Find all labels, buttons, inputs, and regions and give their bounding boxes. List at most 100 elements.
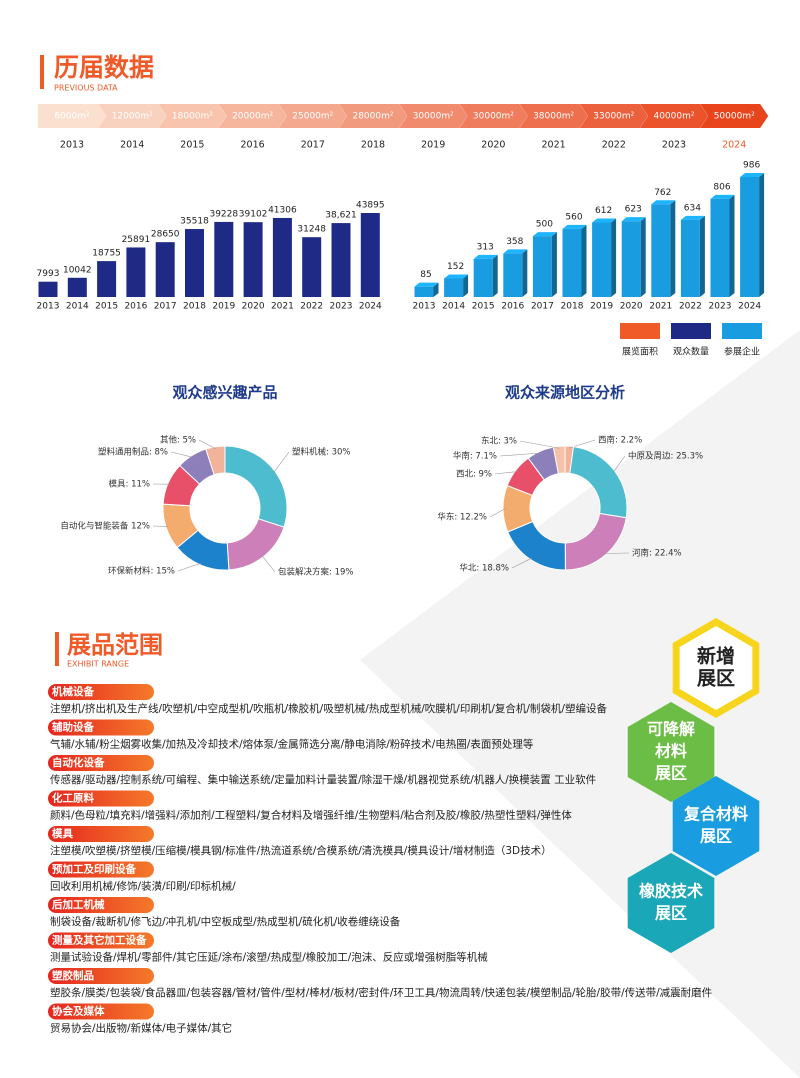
leader-line	[511, 557, 533, 569]
leader-line	[489, 508, 506, 518]
bar	[680, 219, 700, 297]
timeline-year: 2017	[301, 140, 325, 151]
zone-label: 复合材料	[683, 805, 748, 824]
category-text: 传感器/驱动器/控制系统/可编程、集中输送系统/定量加料计量装置/除湿干燥/机器…	[50, 773, 596, 786]
legend-label: 观众数量	[673, 346, 709, 358]
pie-title: 观众感兴趣产品	[172, 384, 277, 402]
bar	[185, 229, 204, 297]
value-label: 358	[506, 237, 523, 247]
timeline-area: 20000m²	[232, 112, 273, 122]
timeline-arrow	[459, 104, 528, 128]
bar-top	[562, 224, 587, 229]
category-name: 塑胶制品	[52, 969, 94, 982]
bar	[360, 213, 380, 297]
value-label: 18755	[92, 249, 121, 259]
bar	[740, 177, 760, 297]
zone-label: 展区	[655, 764, 687, 783]
bar-side	[640, 217, 646, 297]
timeline-year: 2018	[361, 140, 385, 151]
timeline-year: 2023	[662, 140, 686, 151]
timeline-arrow	[339, 104, 407, 128]
leader-line	[273, 451, 290, 473]
bar	[651, 204, 671, 297]
category-name: 测量及其它加工设备	[52, 934, 147, 947]
zone-label: 材料	[655, 742, 687, 761]
bar	[97, 261, 117, 297]
x-tick-label: 2020	[620, 302, 643, 312]
timeline-arrow	[278, 104, 347, 128]
x-tick-label: 2021	[649, 302, 672, 312]
category-pill	[48, 684, 154, 700]
bar	[473, 258, 493, 297]
category-text: 测量试验设备/焊机/零部件/其它压延/涂布/滚塑/热成型/橡胶加工/泡沫、反应或…	[50, 951, 488, 964]
header-title: 历届数据	[54, 53, 154, 82]
timeline-area: 50000m²	[714, 112, 755, 122]
timeline-area: 38000m²	[533, 112, 574, 122]
category-pill	[48, 968, 154, 984]
pie-label: 塑料通用制品: 8%	[98, 447, 168, 458]
pie-label: 华东: 12.2%	[437, 512, 487, 523]
bar-side	[551, 232, 557, 297]
bar-top	[710, 194, 735, 199]
timeline-arrow	[700, 104, 769, 128]
pie-label: 模具: 11%	[109, 479, 150, 490]
bar-side	[611, 218, 617, 297]
value-label: 31248	[297, 225, 326, 235]
category-name: 后加工机械	[52, 898, 105, 911]
x-tick-label: 2013	[413, 302, 436, 312]
donut-slice	[226, 518, 285, 571]
pie-label: 华南: 7.1%	[453, 451, 497, 462]
pie-label: 环保新材料: 15%	[108, 566, 175, 577]
timeline-arrow	[98, 104, 167, 128]
bar	[243, 222, 263, 297]
bar-side	[463, 274, 469, 297]
bar-top	[473, 254, 498, 259]
pie-label: 中原及周边: 25.3%	[628, 451, 703, 462]
bar-top	[503, 249, 528, 254]
timeline-year: 2015	[180, 140, 204, 151]
bar	[214, 221, 234, 297]
x-tick-label: 2023	[709, 302, 732, 312]
category-name: 化工原料	[52, 792, 94, 805]
value-label: 634	[684, 203, 701, 213]
category-pill	[48, 932, 154, 949]
x-tick-label: 2017	[154, 302, 177, 312]
value-label: 43895	[356, 201, 385, 211]
value-label: 25891	[122, 235, 151, 245]
x-tick-label: 2014	[66, 302, 89, 312]
zone-hexagon	[627, 702, 715, 802]
bar-top	[651, 200, 676, 205]
bar-top	[680, 215, 705, 220]
bar	[126, 247, 146, 297]
category-name: 机械设备	[52, 685, 94, 698]
bar	[155, 242, 175, 297]
value-label: 806	[713, 182, 730, 192]
category-text: 贸易协会/出版物/新媒体/电子媒体/其它	[50, 1022, 232, 1035]
header-subtitle: PREVIOUS DATA	[54, 84, 118, 93]
legend-label: 展览面积	[622, 346, 658, 358]
donut-slice	[224, 445, 288, 528]
value-label: 85	[420, 270, 431, 280]
section-bar	[55, 632, 59, 666]
zone-label: 展区	[655, 904, 687, 923]
value-label: 762	[654, 188, 671, 198]
leader-line	[494, 471, 518, 475]
bar-top	[621, 217, 646, 222]
category-text: 注塑机/挤出机及生产线/吹塑机/中空成型机/吹瓶机/橡胶机/吸塑机械/热成型机械…	[50, 702, 607, 715]
value-label: 560	[565, 212, 582, 222]
leader-line	[604, 552, 630, 554]
leader-line	[612, 455, 626, 473]
bar	[67, 277, 87, 297]
bar	[302, 237, 322, 297]
legend-swatch	[722, 323, 762, 339]
bar-side	[581, 224, 587, 297]
timeline-area: 6000m²	[54, 112, 90, 122]
x-tick-label: 2013	[37, 302, 60, 312]
bar	[621, 221, 641, 297]
pie-label: 塑料机械: 30%	[292, 447, 350, 458]
bar	[710, 198, 730, 297]
bar	[532, 236, 552, 297]
x-tick-label: 2023	[330, 302, 353, 312]
bar-top	[444, 274, 469, 279]
leader-line	[519, 440, 560, 449]
